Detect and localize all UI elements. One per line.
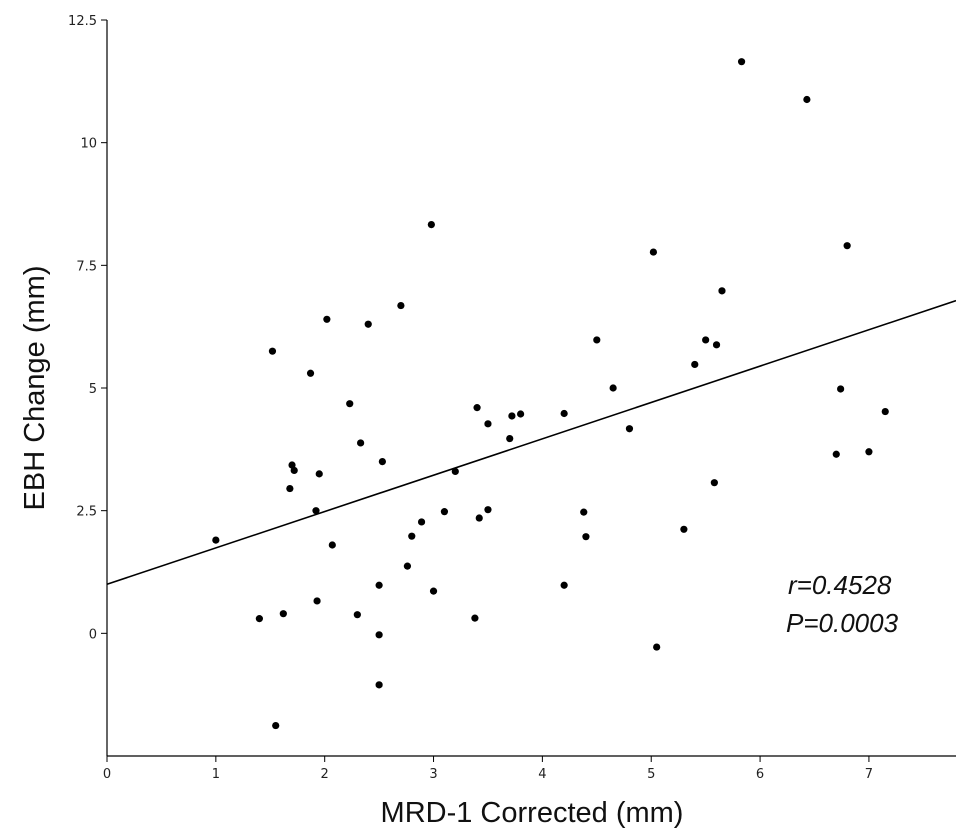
data-point	[427, 221, 435, 229]
data-point	[473, 404, 481, 412]
data-point	[691, 360, 699, 369]
data-point	[315, 470, 323, 478]
data-point	[484, 420, 492, 428]
data-point	[375, 581, 383, 589]
y-axis-title: EBH Change (mm)	[19, 266, 51, 511]
data-point	[680, 525, 688, 533]
data-point	[375, 631, 383, 639]
y-tick-label: 0	[89, 627, 97, 642]
x-tick-label: 1	[212, 767, 220, 782]
data-point	[609, 384, 617, 392]
y-tick-label: 12.5	[68, 14, 97, 29]
regression-line	[106, 299, 956, 586]
data-point	[484, 506, 492, 514]
data-point	[653, 643, 661, 651]
x-axis-title: MRD-1 Corrected (mm)	[381, 797, 684, 829]
y-tick-label: 5	[89, 382, 97, 397]
regression-line-group	[106, 299, 956, 586]
correlation-annotation: r=0.4528	[788, 570, 892, 600]
x-tick-label: 5	[647, 767, 655, 782]
data-point	[375, 681, 383, 689]
data-point	[560, 581, 568, 589]
data-point	[255, 615, 263, 623]
data-point	[417, 518, 426, 526]
y-tick-label: 10	[80, 137, 97, 152]
x-tick-label: 6	[756, 767, 764, 782]
x-tick-label: 7	[865, 767, 873, 782]
data-point	[397, 301, 405, 310]
data-point	[865, 448, 873, 456]
data-point	[593, 336, 601, 344]
data-point	[272, 721, 280, 730]
x-tick-label: 4	[538, 767, 546, 782]
data-point	[471, 614, 479, 622]
data-point	[403, 562, 412, 570]
data-point	[429, 587, 438, 595]
data-point	[506, 434, 514, 443]
data-points	[212, 58, 889, 730]
data-point	[346, 400, 354, 408]
x-tick-label: 2	[321, 767, 329, 782]
data-point	[702, 336, 710, 344]
data-point	[803, 95, 811, 104]
ticks: 0 1 2 3 4 5 6 7 0 2.5 5 7.5 10 12.5	[68, 14, 873, 782]
data-point	[408, 532, 416, 540]
data-point	[718, 287, 726, 295]
data-point	[580, 508, 588, 516]
data-point	[737, 58, 746, 66]
data-point	[364, 320, 372, 328]
data-point	[517, 410, 525, 418]
data-point	[508, 412, 516, 420]
data-point	[286, 484, 294, 493]
data-point	[881, 407, 889, 416]
data-point	[625, 425, 634, 433]
data-point	[353, 611, 361, 619]
data-point	[712, 341, 721, 349]
data-point	[306, 369, 315, 377]
data-point	[837, 385, 845, 393]
data-point	[582, 533, 590, 541]
x-tick-label: 0	[103, 767, 111, 782]
data-point	[328, 541, 336, 549]
p-value-annotation: P=0.0003	[786, 608, 899, 638]
data-point	[832, 450, 840, 458]
data-point	[312, 507, 320, 515]
data-point	[288, 461, 296, 469]
data-point	[357, 439, 365, 447]
y-tick-label: 7.5	[76, 259, 97, 274]
data-point	[313, 597, 321, 605]
data-point	[279, 610, 287, 618]
data-point	[212, 536, 220, 544]
data-point	[475, 514, 483, 522]
data-point	[560, 409, 568, 418]
axes	[106, 20, 956, 757]
data-point	[843, 242, 851, 250]
x-tick-label: 3	[429, 767, 437, 782]
data-point	[323, 315, 331, 323]
data-point	[710, 479, 718, 487]
data-point	[440, 508, 449, 516]
data-point	[290, 466, 298, 475]
data-point	[378, 458, 386, 466]
y-tick-label: 2.5	[76, 505, 97, 520]
data-point	[649, 248, 658, 256]
data-point	[268, 347, 277, 355]
data-point	[451, 467, 459, 476]
